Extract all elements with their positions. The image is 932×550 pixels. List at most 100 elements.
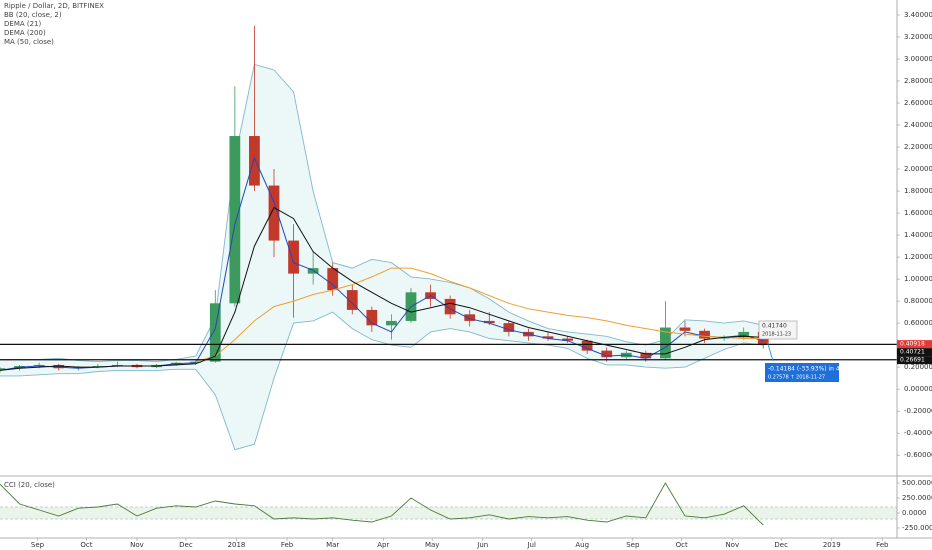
candle-body [209,303,221,362]
y-tick-label: 0.20000 [904,363,932,371]
candle-body [327,268,339,291]
x-tick-label: Apr [377,541,389,549]
legend-entry: DEMA (21) [4,20,42,28]
candle-body [444,298,456,315]
candle-body [699,330,710,339]
y-tick-label: 3.40000 [904,11,932,19]
candle-body [72,367,84,369]
candle-body [660,327,671,359]
x-tick-label: Jun [476,541,488,549]
y-tick-label: 2.40000 [904,121,932,129]
x-tick-label: 2018 [228,541,246,549]
y-tick-label: 0.00000 [904,385,932,393]
legend-entry: DEMA (200) [4,29,46,37]
price-label-bg [897,356,932,365]
x-tick-label: Nov [725,541,739,549]
candle-body [542,336,554,339]
candle-body [640,352,652,359]
measure-change: -0.14184 (-33.93%) in 4d [768,366,844,373]
cci-tick-label: 500.0000 [902,479,932,487]
x-tick-label: May [425,541,439,549]
cci-band [0,507,897,519]
y-tick-label: -0.60000 [904,451,932,459]
cci-tick-label: 0.0000 [902,509,927,517]
measure-arrow [766,340,774,362]
x-tick-label: Dec [179,541,193,549]
x-tick-label: Feb [281,541,294,549]
y-tick-label: 3.00000 [904,55,932,63]
legend-entry: CCI (20, close) [4,481,55,489]
candle-body [483,320,495,324]
x-tick-label: Oct [676,541,688,549]
x-tick-label: Oct [80,541,92,549]
candle-body [464,314,476,321]
y-tick-label: 1.20000 [904,253,932,261]
y-tick-label: -0.40000 [904,429,932,437]
y-tick-label: 2.60000 [904,99,932,107]
y-tick-label: 1.60000 [904,209,932,217]
candle-body [92,366,104,368]
price-label-bg [897,348,932,357]
bb-lower [0,311,764,451]
legend-entry: MA (50, close) [4,38,54,46]
candle-body [249,136,260,186]
x-tick-label: Feb [876,541,889,549]
y-tick-label: 2.20000 [904,143,932,151]
price-label: 0.26691 [900,357,925,364]
candle-body [366,309,378,326]
candle-body [679,327,691,331]
bb-upper [0,63,764,363]
indicator-line [0,206,764,371]
candle-body [288,240,299,274]
y-tick-label: 2.00000 [904,165,932,173]
candle-body [581,340,593,351]
cci-tick-label: -250.0000 [902,524,932,532]
y-tick-label: 0.60000 [904,319,932,327]
cci-tick-label: 250.0000 [902,494,932,502]
cci-line [0,482,764,526]
indicator-line [195,267,764,363]
candle-body [503,323,515,332]
y-tick-label: 3.20000 [904,33,932,41]
x-tick-label: Nov [130,541,144,549]
y-tick-label: -0.20000 [904,407,932,415]
x-tick-label: Sep [626,541,640,549]
price-label: 0.40721 [900,349,925,356]
price-label-bg [897,340,932,349]
legend-entry: BB (20, close, 2) [4,11,62,19]
x-tick-label: Aug [575,541,589,549]
y-tick-label: 1.00000 [904,275,932,283]
candle-body [53,364,65,369]
candle-body [0,368,6,371]
y-tick-label: 1.40000 [904,231,932,239]
candle-body [33,364,45,367]
candle-body [562,338,573,341]
x-tick-label: Mar [326,541,339,549]
price-label: 0.40918 [900,341,925,348]
candle-body [738,331,750,338]
y-tick-label: 1.80000 [904,187,932,195]
measure-start-box [758,320,798,340]
measure-end: 0.27578 ↑ 2018-11-27 [768,375,825,381]
measure-start-date: 2018-11-23 [762,332,791,338]
y-tick-label: 0.80000 [904,297,932,305]
candle-body [346,290,358,310]
overlay: Ripple / Dollar, 2D, BITFINEX BB (20, cl… [4,2,844,489]
candle-body [268,185,280,241]
candle-body [229,136,241,304]
measure-start-price: 0.41740 [762,323,787,330]
x-tick-label: Sep [31,541,45,549]
chart-title: Ripple / Dollar, 2D, BITFINEX [4,2,104,10]
candle-body [112,364,123,367]
x-tick-label: Dec [774,541,788,549]
measure-box [765,363,839,382]
x-tick-label: 2019 [823,541,841,549]
candle-body [718,337,730,339]
candle-body [386,320,397,326]
y-tick-label: 2.80000 [904,77,932,85]
x-tick-label: Jul [526,541,536,549]
plot-area [0,25,897,526]
candle-body [601,350,613,358]
